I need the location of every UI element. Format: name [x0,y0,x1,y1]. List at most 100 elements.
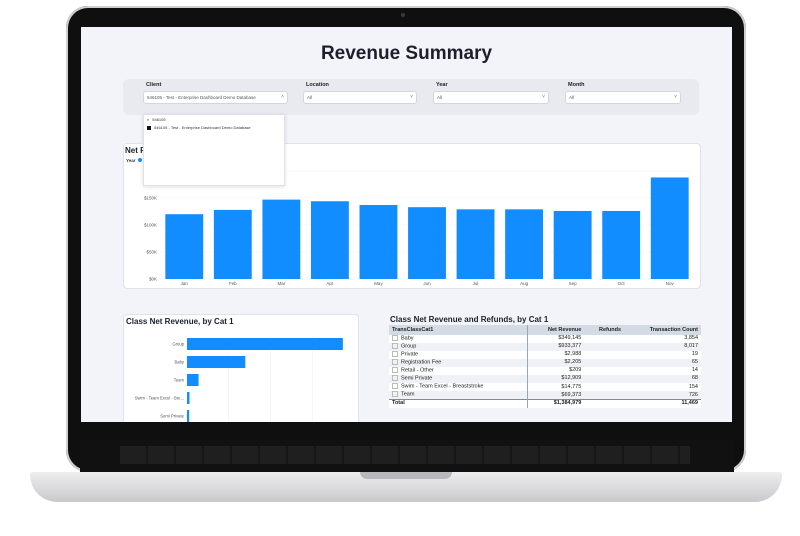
expand-icon[interactable] [392,375,398,382]
table-cell-cat: Total [389,399,528,408]
table-cell-text: $209 [569,367,582,374]
filter-bar: Client 546105 - Test - Enterprise Dashbo… [123,79,699,115]
location-select[interactable]: All ˅ [303,91,417,104]
net-revenue-chart: $0K$50K$100K$150K$200KJanFebMarAprMayJun… [144,169,694,286]
col-header-transaction-count[interactable]: Transaction Count [624,325,701,335]
chevron-up-icon: ˄ [281,94,284,100]
client-filter-label: Client [146,82,162,88]
expand-icon[interactable] [392,343,398,350]
y-tick-label: $100K [144,223,157,228]
page-title: Revenue Summary [320,43,493,64]
client-select[interactable]: 546105 - Test - Enterprise Dashboard Dem… [143,91,288,104]
search-icon: ⌕ [147,117,150,122]
category-label: Semi Private [160,414,184,419]
col-header-net-revenue[interactable]: Net Revenue [527,325,585,335]
table-cell-text: $2,988 [564,351,582,358]
category-label: Team [174,378,185,383]
expand-icon[interactable] [392,367,398,374]
table-cell-cat: Registration Fee [389,359,528,368]
table-cell-cat: Private [389,351,528,359]
bar-aug[interactable] [505,209,544,279]
table-cell-text: $1,384,979 [553,400,582,407]
x-tick-label: Nov [666,281,675,286]
table-cell-text: 726 [688,391,698,398]
location-filter: Location All ˅ [303,82,417,110]
dropdown-search[interactable]: ⌕ 546105 [147,117,281,122]
expand-icon[interactable] [392,359,398,366]
expand-icon[interactable] [392,383,398,390]
x-tick-label: Aug [520,281,529,286]
class-revenue-card: Class Net Revenue, by Cat 1 Group Baby Tea… [123,314,359,422]
table-cell-text: Registration Fee [401,359,442,366]
class-revenue-title: Class Net Revenue, by Cat 1 [126,317,234,326]
hbar[interactable] [187,392,190,404]
table-cell-refunds [584,343,625,352]
table-cell-text: Semi Private [401,375,433,382]
bar-jan[interactable] [165,214,204,279]
year-select-value: All [437,95,443,100]
dropdown-option-label: 546105 - Test - Enterprise Dashboard Dem… [154,125,251,130]
table-cell-text: 154 [688,383,698,390]
bar-oct[interactable] [602,210,641,279]
dropdown-option[interactable]: 546105 - Test - Enterprise Dashboard Dem… [147,125,281,130]
expand-icon[interactable] [392,391,398,398]
table-cell-count: 19 [624,351,701,359]
hbar[interactable] [187,356,246,368]
x-tick-label: Mar [277,281,285,286]
table-cell-net: $12,909 [527,375,585,384]
bar-jul[interactable] [456,209,495,279]
table-cell-text: 19 [691,351,698,358]
class-revenue-chart: Group Baby Team Swim - Team Excel - Bre... S… [135,335,343,422]
legend-label: Year [126,158,136,163]
table-row: Swim - Team Excel - Breaststroke $14,775 1… [389,383,701,392]
revenue-table-wrap: TransClassCat1 Net Revenue Refunds Trans… [389,325,701,408]
table-cell-cat: Swim - Team Excel - Breaststroke [389,383,528,391]
client-select-value: 546105 - Test - Enterprise Dashboard Dem… [147,95,256,100]
table-cell-text: Retail - Other [401,367,434,374]
table-cell-text: $69,373 [561,391,582,398]
table-header-row: TransClassCat1 Net Revenue Refunds Trans… [389,325,701,335]
bar-may[interactable] [359,205,398,279]
table-row: Registration Fee $2,205 65 [389,359,701,368]
table-cell-count: 3,854 [624,335,701,343]
table-cell-count: 11,469 [624,399,701,408]
table-cell-count: 14 [624,367,701,375]
category-label: Group [172,342,184,347]
col-header-refunds[interactable]: Refunds [584,325,625,335]
bar-mar[interactable] [262,199,301,279]
year-select[interactable]: All ˅ [433,91,549,104]
table-cell-cat: Team [389,391,528,400]
net-revenue-title: Net R [125,146,146,155]
hbar[interactable] [187,410,190,422]
table-cell-count: 154 [624,383,701,391]
table-cell-net: $2,988 [527,351,585,360]
bar-feb[interactable] [213,209,252,279]
table-cell-refunds [584,367,624,375]
table-cell-text: Group [401,343,417,350]
x-tick-label: Jun [423,281,431,286]
month-select[interactable]: All ˅ [565,91,681,104]
table-cell-text: 14 [691,367,698,374]
table-cell-refunds [584,375,625,384]
hbar[interactable] [187,374,199,386]
table-cell-text: Swim - Team Excel - Breaststroke [401,383,484,390]
expand-icon[interactable] [392,351,398,358]
y-tick-label: $150K [144,196,157,201]
x-tick-label: Jul [473,281,479,286]
bar-jun[interactable] [408,207,446,279]
table-cell-refunds [584,359,625,368]
table-cell-text: $2,205 [564,359,582,366]
expand-icon[interactable] [392,335,398,341]
bar-sep[interactable] [553,210,592,279]
checkbox-icon[interactable] [147,125,151,130]
bar-nov[interactable] [650,177,689,279]
col-header-category[interactable]: TransClassCat1 [389,325,528,335]
table-cell-text: $349,145 [558,335,582,342]
bar-apr[interactable] [310,201,349,279]
y-tick-label: $50K [146,250,157,255]
hbar[interactable] [187,338,343,350]
table-cell-count: 68 [624,375,701,384]
table-cell-count: 726 [624,391,701,400]
x-tick-label: May [374,281,383,286]
chevron-down-icon: ˅ [542,94,545,100]
